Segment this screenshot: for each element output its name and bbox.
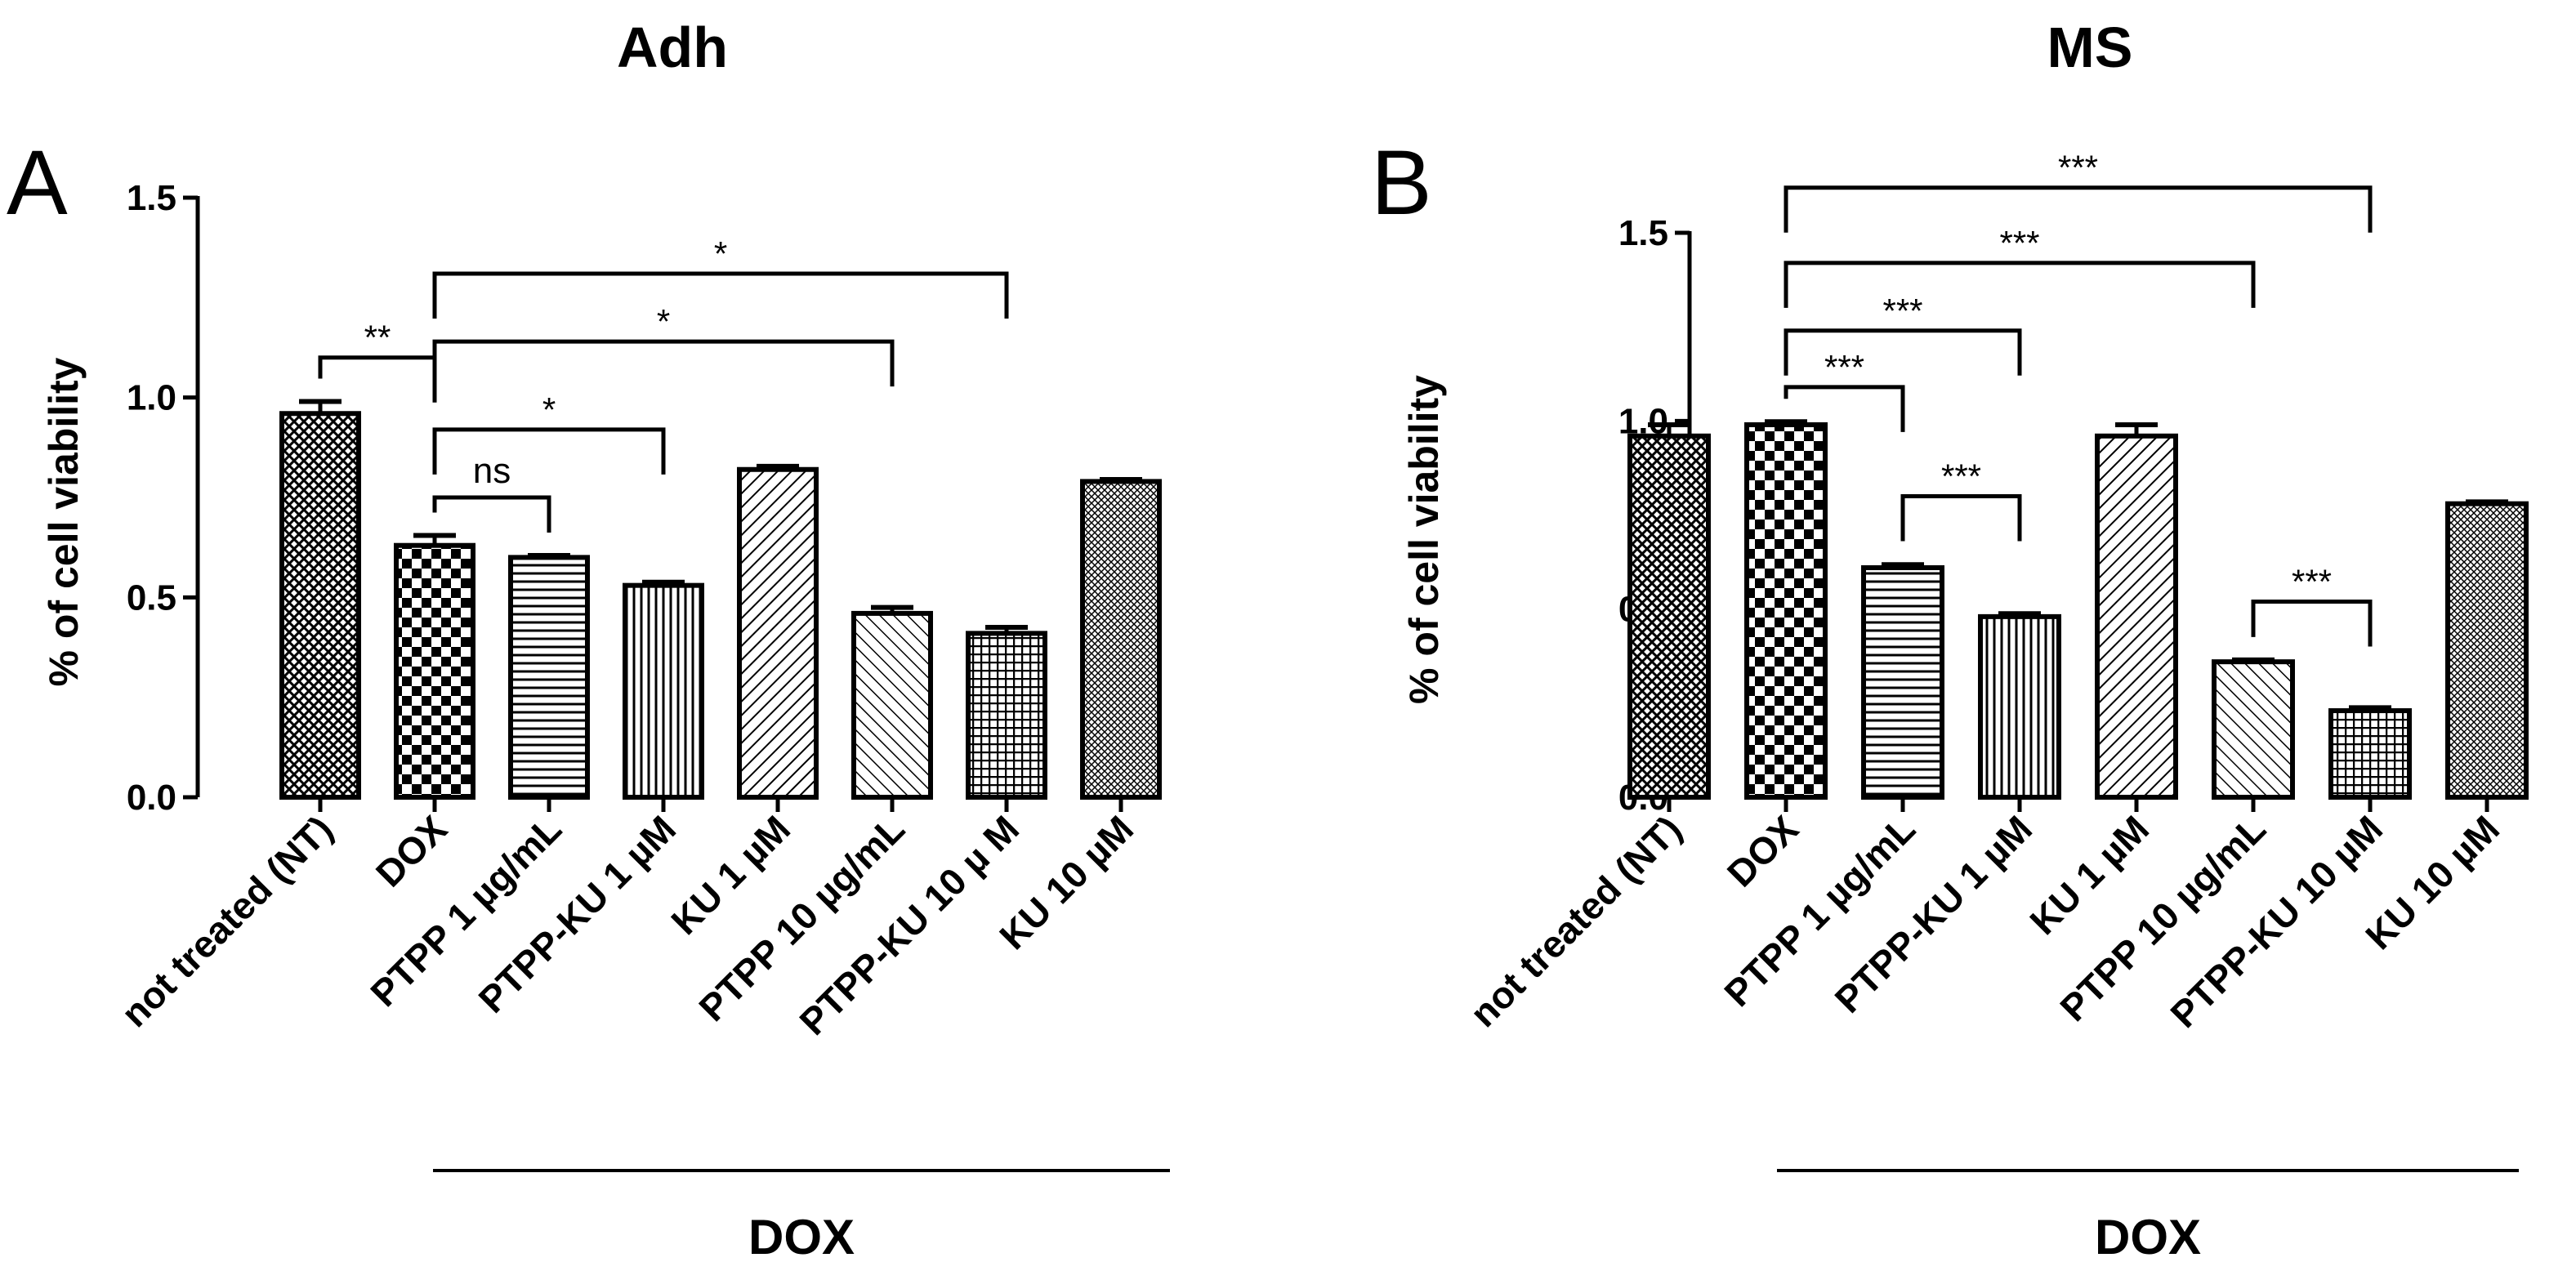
significance-bracket <box>1784 328 2022 376</box>
significance-label: *** <box>2292 562 2332 600</box>
x-tick-label: not treated (NT) <box>1462 807 1690 1035</box>
significance-label: * <box>714 234 727 273</box>
significance-bracket <box>432 495 551 533</box>
y-tick-label: 0.0 <box>127 778 176 818</box>
bar <box>2095 433 2178 800</box>
chart-panel-a: Adh A 0.0 0.5 1.0 1.5 % of cell viability not t… <box>7 16 1170 1264</box>
bar <box>1861 564 1944 800</box>
y-axis-label: % of cell viability <box>41 357 87 686</box>
x-tick-label: PTPP-KU 10 µ M <box>791 807 1027 1043</box>
bar <box>279 411 361 800</box>
bar <box>851 610 933 801</box>
y-tick-label: 1.5 <box>127 178 176 218</box>
panel-letter: A <box>7 132 68 234</box>
y-tick-label: 1.5 <box>1618 213 1668 253</box>
bar <box>623 582 704 800</box>
bar <box>2212 659 2295 800</box>
bar <box>2328 708 2412 801</box>
significance-bracket <box>432 427 666 475</box>
bar <box>508 555 590 801</box>
significance-label: *** <box>1999 224 2039 262</box>
bar <box>1744 421 1828 800</box>
significance-bracket <box>318 355 437 403</box>
bar <box>394 542 475 800</box>
significance-bracket <box>2251 599 2373 647</box>
panel-letter: B <box>1371 132 1432 234</box>
significance-bracket <box>432 339 895 387</box>
x-tick-label: not treated (NT) <box>113 807 341 1035</box>
x-tick-label: PTPP-KU 1 µM <box>1827 807 2041 1021</box>
significance-bracket <box>1784 385 1905 432</box>
significance-bracket <box>1784 185 2373 233</box>
significance-label: * <box>657 302 670 341</box>
x-tick-label: PTPP-KU 10 µM <box>2162 807 2391 1036</box>
significance-label: ** <box>364 319 391 357</box>
bar <box>2445 501 2529 800</box>
chart-title: MS <box>2047 16 2133 79</box>
bar <box>737 466 819 800</box>
significance-label: *** <box>2058 149 2098 187</box>
bar <box>1978 613 2061 800</box>
bar <box>1080 479 1162 801</box>
y-tick-label: 1.0 <box>127 378 176 418</box>
group-label: DOX <box>748 1210 855 1264</box>
x-tick-label: DOX <box>1719 807 1806 894</box>
bar <box>966 631 1047 801</box>
significance-label: * <box>542 390 556 429</box>
x-tick-label: DOX <box>368 807 455 894</box>
chart-title: Adh <box>617 16 728 79</box>
y-axis-label: % of cell viability <box>1401 375 1447 704</box>
group-label: DOX <box>2095 1210 2201 1264</box>
y-tick-label: 0.5 <box>127 578 176 618</box>
significance-label: *** <box>1882 292 1922 330</box>
significance-label: *** <box>1941 457 1981 495</box>
significance-bracket <box>1784 261 2256 308</box>
x-tick-label: PTPP 10 µg/mL <box>690 807 913 1029</box>
bar <box>1627 433 1711 800</box>
x-tick-label: PTPP-KU 1 µM <box>471 807 685 1021</box>
significance-bracket <box>432 271 1009 319</box>
x-tick-label: PTPP 10 µg/mL <box>2051 807 2274 1029</box>
significance-bracket <box>1900 493 2022 542</box>
significance-label: ns <box>473 451 511 491</box>
significance-label: *** <box>1824 348 1864 386</box>
